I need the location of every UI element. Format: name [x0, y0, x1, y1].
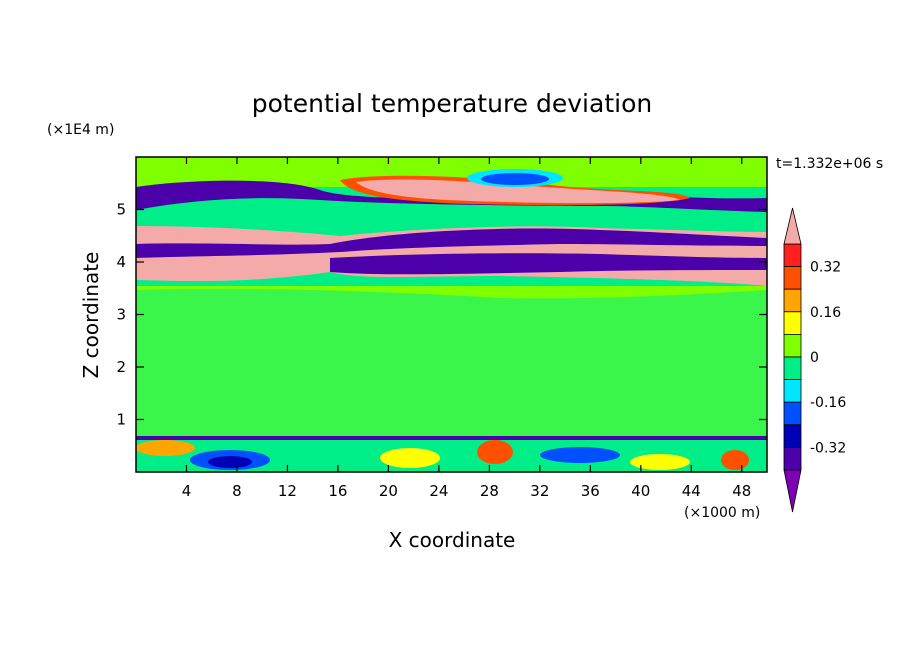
x-tick-label: 20 — [379, 482, 398, 500]
field-band — [540, 447, 620, 463]
x-axis-ticks: 4 8 12 16 20 24 28 32 36 40 44 48 — [182, 157, 751, 500]
colorbar-segment — [783, 243, 802, 268]
x-tick-label: 48 — [732, 482, 751, 500]
field-band — [477, 440, 513, 464]
x-tick-label: 16 — [328, 482, 347, 500]
colorbar-segment — [783, 311, 802, 335]
y-tick-label: 3 — [116, 306, 126, 324]
colorbar-segment — [783, 288, 802, 313]
chart-title: potential temperature deviation — [252, 89, 652, 118]
x-axis-label: X coordinate — [389, 528, 516, 552]
y-tick-label: 5 — [116, 201, 126, 219]
x-tick-label: 4 — [182, 482, 192, 500]
x-unit-label: (×1000 m) — [684, 505, 760, 521]
x-tick-label: 44 — [682, 482, 701, 500]
x-tick-label: 12 — [278, 482, 297, 500]
colorbar-segment — [783, 424, 802, 448]
colorbar-segment — [783, 446, 802, 471]
field-band — [721, 450, 749, 470]
y-tick-label: 2 — [116, 358, 126, 376]
colorbar-segment — [783, 356, 802, 381]
field-band — [136, 228, 767, 258]
colorbar-lower-extension — [783, 469, 802, 513]
field-band — [208, 456, 252, 468]
field-band — [136, 436, 767, 440]
field-band — [136, 440, 195, 456]
field-band — [136, 288, 767, 436]
field-band — [481, 173, 549, 185]
field-band — [630, 454, 690, 470]
colorbar-tick-label: 0.32 — [810, 260, 841, 276]
field-band — [136, 212, 767, 226]
colorbar-segment — [783, 379, 802, 403]
time-label: t=1.332e+06 s — [776, 156, 883, 172]
y-tick-label: 4 — [116, 253, 126, 271]
x-tick-label: 40 — [631, 482, 650, 500]
x-tick-label: 24 — [429, 482, 448, 500]
colorbar-segment — [783, 266, 802, 290]
x-tick-label: 36 — [581, 482, 600, 500]
field-band — [330, 253, 767, 275]
y-tick-label: 1 — [116, 411, 126, 429]
colorbar-tick-label: -0.16 — [810, 395, 846, 411]
plot-area — [136, 157, 767, 472]
colorbar-segment — [783, 401, 802, 426]
x-tick-label: 8 — [232, 482, 242, 500]
x-tick-label: 28 — [480, 482, 499, 500]
y-unit-label: (×1E4 m) — [47, 122, 114, 138]
colorbar-tick-label: 0 — [810, 350, 819, 366]
colorbar-upper-extension — [783, 207, 802, 245]
y-axis-ticks: 1 2 3 4 5 — [116, 201, 767, 429]
field-band — [356, 179, 680, 204]
field-band — [380, 448, 440, 468]
colorbar-segment — [783, 333, 802, 358]
colorbar-tick-label: 0.16 — [810, 305, 841, 321]
x-tick-label: 32 — [530, 482, 549, 500]
colorbar: 0.32 0.16 0 -0.16 -0.32 — [783, 207, 846, 513]
y-axis-label: Z coordinate — [79, 252, 103, 379]
colorbar-tick-label: -0.32 — [810, 440, 846, 456]
